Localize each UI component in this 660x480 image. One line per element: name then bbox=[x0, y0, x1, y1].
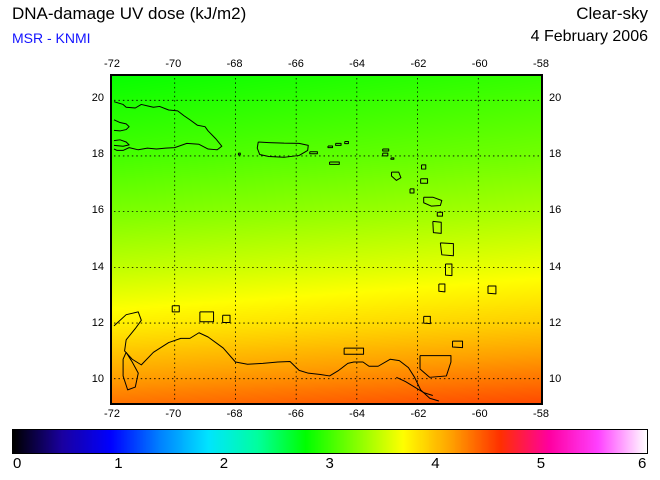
xtick-bottom--62: -62 bbox=[410, 408, 427, 420]
coastline-overlay bbox=[113, 101, 497, 402]
colorbar-tick-2: 2 bbox=[219, 455, 229, 472]
chart-condition-label: Clear-sky bbox=[576, 4, 648, 23]
xtick-bottom--58: -58 bbox=[533, 408, 549, 420]
colorbar-tick-3: 3 bbox=[325, 455, 334, 472]
xtick-bottom--70: -70 bbox=[165, 408, 182, 420]
ytick-left-16: 16 bbox=[91, 204, 104, 217]
ytick-right-20: 20 bbox=[549, 91, 562, 104]
xtick-bottom--68: -68 bbox=[226, 408, 243, 420]
colorbar-tick-4: 4 bbox=[431, 455, 440, 472]
xtick-bottom--64: -64 bbox=[349, 408, 366, 420]
xtick-bottom--72: -72 bbox=[104, 408, 120, 420]
xtick-top--62: -62 bbox=[410, 58, 427, 70]
ytick-left-12: 12 bbox=[91, 317, 104, 330]
xtick-top--64: -64 bbox=[349, 58, 366, 70]
colorbar-tick-0: 0 bbox=[13, 455, 22, 472]
chart-title: DNA-damage UV dose (kJ/m2) bbox=[12, 4, 247, 23]
colorbar-tick-5: 5 bbox=[536, 455, 546, 472]
map-plot-area bbox=[110, 74, 543, 405]
ytick-left-14: 14 bbox=[91, 260, 104, 273]
ytick-left-10: 10 bbox=[91, 373, 104, 386]
colorbar bbox=[12, 429, 648, 454]
ytick-right-12: 12 bbox=[549, 317, 562, 330]
uv-dose-heatmap bbox=[112, 76, 541, 403]
colorbar-tick-labels: 0 1 2 3 4 5 6 bbox=[0, 455, 660, 475]
xtick-top--72: -72 bbox=[104, 58, 120, 70]
xtick-top--60: -60 bbox=[471, 58, 488, 70]
ytick-right-16: 16 bbox=[549, 204, 562, 217]
ytick-right-18: 18 bbox=[549, 147, 562, 160]
xtick-bottom--66: -66 bbox=[287, 408, 304, 420]
ytick-left-18: 18 bbox=[91, 147, 104, 160]
xtick-top--68: -68 bbox=[226, 58, 243, 70]
colorbar-tick-1: 1 bbox=[114, 455, 123, 472]
xtick-top--58: -58 bbox=[533, 58, 549, 70]
chart-date-label: 4 February 2006 bbox=[530, 28, 648, 45]
colorbar-tick-6: 6 bbox=[638, 455, 647, 472]
ytick-left-20: 20 bbox=[91, 91, 104, 104]
xtick-bottom--60: -60 bbox=[471, 408, 488, 420]
chart-source-label: MSR - KNMI bbox=[12, 30, 91, 46]
ytick-right-10: 10 bbox=[549, 373, 562, 386]
xtick-top--70: -70 bbox=[165, 58, 182, 70]
map-gridlines bbox=[113, 77, 540, 402]
xtick-top--66: -66 bbox=[287, 58, 304, 70]
ytick-right-14: 14 bbox=[549, 260, 562, 273]
